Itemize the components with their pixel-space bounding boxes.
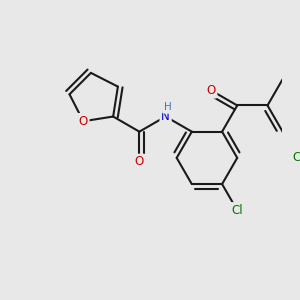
Text: N: N: [161, 110, 170, 123]
Text: H: H: [164, 102, 171, 112]
Text: O: O: [206, 84, 216, 97]
Text: O: O: [135, 155, 144, 168]
Text: Cl: Cl: [292, 152, 300, 164]
Text: O: O: [79, 115, 88, 128]
Text: Cl: Cl: [231, 204, 243, 217]
